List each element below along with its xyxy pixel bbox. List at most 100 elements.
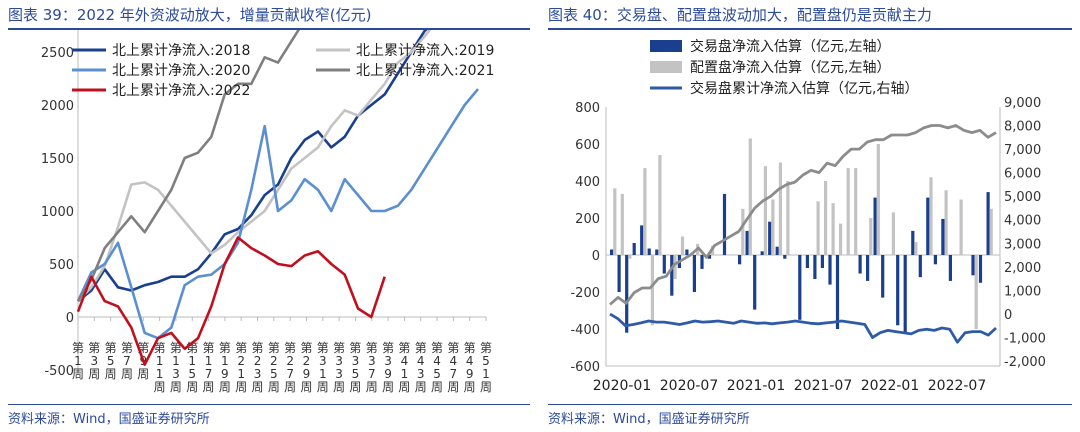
right-right-tick-label: 8,000	[1004, 120, 1041, 135]
right-legend-swatch	[650, 61, 682, 73]
trading-bar	[971, 255, 975, 276]
right-right-tick-label: 9,000	[1004, 96, 1041, 111]
right-right-tick-label: 4,000	[1004, 214, 1041, 229]
left-y-tick-label: 0	[66, 311, 74, 326]
left-chart: -5000500100015002000250030003500400045第1…	[41, 30, 494, 394]
right-chart-title: 图表 40：交易盘、配置盘波动加大，配置盘仍是贡献主力	[548, 6, 932, 24]
right-x-tick-label: 2021-07	[794, 378, 853, 394]
right-right-tick-label: 3,000	[1004, 237, 1041, 252]
right-left-tick-label: 600	[575, 138, 600, 153]
trading-bar	[760, 251, 764, 255]
left-series-line-3	[76, 30, 301, 302]
allocation-bar	[839, 223, 843, 255]
allocation-bar	[974, 255, 978, 329]
allocation-bar	[613, 188, 617, 255]
left-y-tick-label: -500	[44, 364, 74, 379]
right-right-tick-label: 7,000	[1004, 143, 1041, 158]
right-legend-label: 交易盘净流入估算（亿元,左轴）	[690, 38, 890, 55]
trading-bar	[805, 255, 809, 268]
right-left-tick-label: -200	[570, 286, 600, 301]
trading-bar	[820, 255, 824, 268]
left-source: 资料来源：Wind，国盛证券研究所	[8, 412, 210, 427]
trading-bar	[738, 255, 742, 265]
trading-bar	[610, 249, 614, 255]
trading-bar	[986, 192, 990, 255]
trading-bar	[798, 255, 802, 320]
left-legend-label: 北上累计净流入:2018	[112, 43, 250, 59]
allocation-bar	[876, 144, 880, 255]
trading-bar	[655, 249, 659, 255]
allocation-bar	[658, 155, 662, 255]
allocation-bar	[914, 242, 918, 255]
left-chart-title: 图表 39：2022 年外资波动放大，增量贡献收窄(亿元)	[8, 6, 372, 24]
allocation-bar	[959, 199, 963, 255]
right-right-tick-label: 6,000	[1004, 167, 1041, 182]
trading-bar	[873, 197, 877, 255]
trading-bar	[707, 255, 712, 259]
trading-bar	[903, 255, 907, 333]
allocation-bar	[643, 168, 647, 255]
right-right-tick-label: 2,000	[1004, 261, 1041, 276]
trading-bar	[828, 255, 832, 285]
allocation-bar	[929, 177, 933, 255]
left-y-tick-label: 1000	[41, 205, 74, 220]
allocation-bar	[989, 208, 993, 256]
allocation-bar	[650, 255, 654, 326]
right-title-rule	[548, 28, 1072, 30]
trading-bar	[745, 230, 749, 255]
allocation-bar	[680, 236, 685, 255]
right-left-tick-label: -600	[570, 360, 600, 375]
trading-bar	[753, 255, 757, 310]
allocation-bar	[741, 208, 745, 256]
trading-bar	[700, 255, 704, 269]
right-right-tick-label: -1,000	[1004, 331, 1046, 346]
trading-bar	[978, 255, 983, 283]
allocation-bar	[869, 218, 873, 255]
right-x-tick-label: 2022-01	[861, 378, 920, 394]
right-legend-label: 配置盘净流入估算（亿元,左轴）	[690, 59, 890, 76]
trading-bar	[926, 197, 930, 255]
right-x-tick-label: 2022-07	[928, 378, 987, 394]
left-source-rule	[8, 404, 530, 405]
allocation-bar	[748, 138, 752, 255]
allocation-bar	[816, 201, 820, 255]
right-legend-swatch	[650, 40, 682, 52]
allocation-bar	[628, 255, 632, 259]
left-y-tick-label: 2000	[41, 99, 74, 114]
left-series-line-1	[77, 30, 432, 303]
right-left-tick-label: -400	[570, 323, 600, 338]
left-series-line-2	[76, 88, 479, 340]
right-legend-label: 交易盘累计净流入估算（亿元,右轴）	[690, 80, 918, 97]
right-right-tick-label: 1,000	[1004, 284, 1041, 299]
allocation-cumulative-line	[609, 124, 997, 306]
trading-bar	[858, 255, 862, 274]
allocation-bar	[891, 212, 895, 255]
trading-bar	[647, 248, 651, 255]
right-right-tick-label: -2,000	[1004, 355, 1046, 370]
left-y-tick-label: 500	[49, 258, 74, 273]
left-y-tick-label: 1500	[41, 152, 74, 167]
allocation-bar	[620, 193, 624, 255]
trading-bar	[617, 255, 621, 292]
trading-cumulative-line	[609, 312, 997, 344]
allocation-bar	[831, 203, 835, 255]
trading-bar	[933, 255, 937, 265]
trading-bar	[813, 255, 817, 279]
